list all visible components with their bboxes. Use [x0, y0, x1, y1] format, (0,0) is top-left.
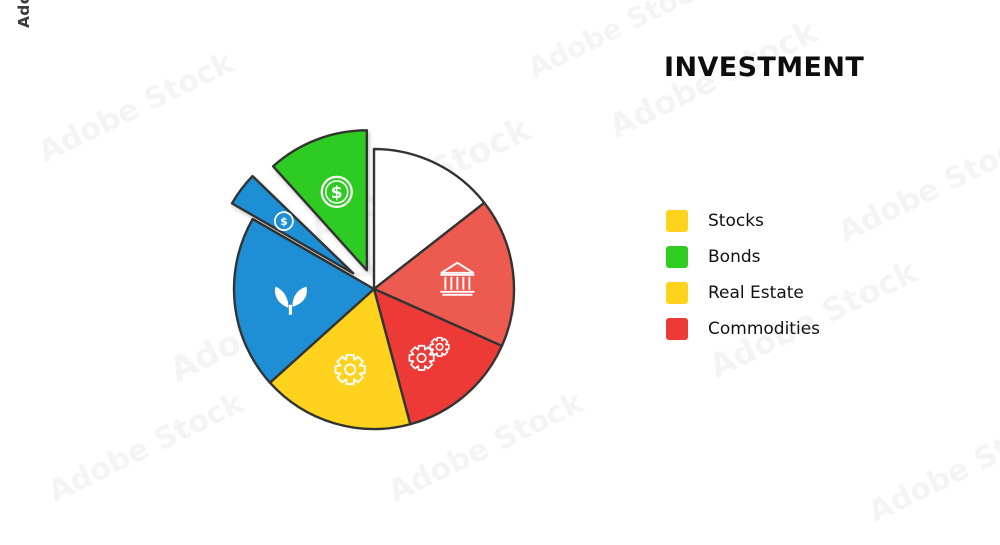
- watermark-tile: Adobe Stock: [833, 125, 1000, 249]
- legend-label-commodities: Commodities: [708, 319, 821, 339]
- legend-swatch-bonds: [666, 246, 688, 268]
- watermark-tile: Adobe Stock: [863, 405, 1000, 529]
- bonds-slice[interactable]: Bonds: [271, 129, 369, 272]
- coin-dollar-small-icon: $: [274, 211, 294, 231]
- svg-text:$: $: [280, 215, 288, 228]
- pie-chart: CommoditiesCommoditiesReal EstateStocksS…: [196, 76, 566, 476]
- leaf-icon: [274, 286, 307, 315]
- legend-swatch-stocks: [666, 210, 688, 232]
- stocks-slice[interactable]: Stocks: [232, 217, 376, 384]
- legend-item-commodities[interactable]: Commodities: [666, 311, 820, 347]
- gear-icon: [334, 354, 366, 386]
- chart-legend: Stocks Bonds Real Estate Commodities: [666, 203, 820, 347]
- legend-swatch-real-estate: [666, 282, 688, 304]
- legend-label-stocks: Stocks: [708, 211, 764, 231]
- watermark-credit: Adobe Stock | #1751127354: [6, 0, 42, 36]
- pie-slices: CommoditiesCommoditiesReal EstateStocksS…: [230, 129, 516, 431]
- svg-text:$: $: [331, 183, 343, 203]
- empty-slice[interactable]: [372, 147, 486, 291]
- gears-icon: [408, 336, 450, 371]
- legend-label-bonds: Bonds: [708, 247, 761, 267]
- legend-item-bonds[interactable]: Bonds: [666, 239, 820, 275]
- page-title: INVESTMENT: [664, 52, 865, 83]
- legend-swatch-commodities: [666, 318, 688, 340]
- pie-chart-svg: CommoditiesCommoditiesReal EstateStocksS…: [230, 129, 516, 431]
- legend-item-stocks[interactable]: Stocks: [666, 203, 820, 239]
- legend-item-real-estate[interactable]: Real Estate: [666, 275, 820, 311]
- pie-slice-icons: $ $: [274, 175, 475, 386]
- watermark-credit-text: Adobe Stock | #1751127354: [15, 0, 33, 36]
- coin-dollar-icon: $: [320, 175, 353, 209]
- bank-icon: [440, 261, 475, 296]
- legend-label-real-estate: Real Estate: [708, 283, 804, 303]
